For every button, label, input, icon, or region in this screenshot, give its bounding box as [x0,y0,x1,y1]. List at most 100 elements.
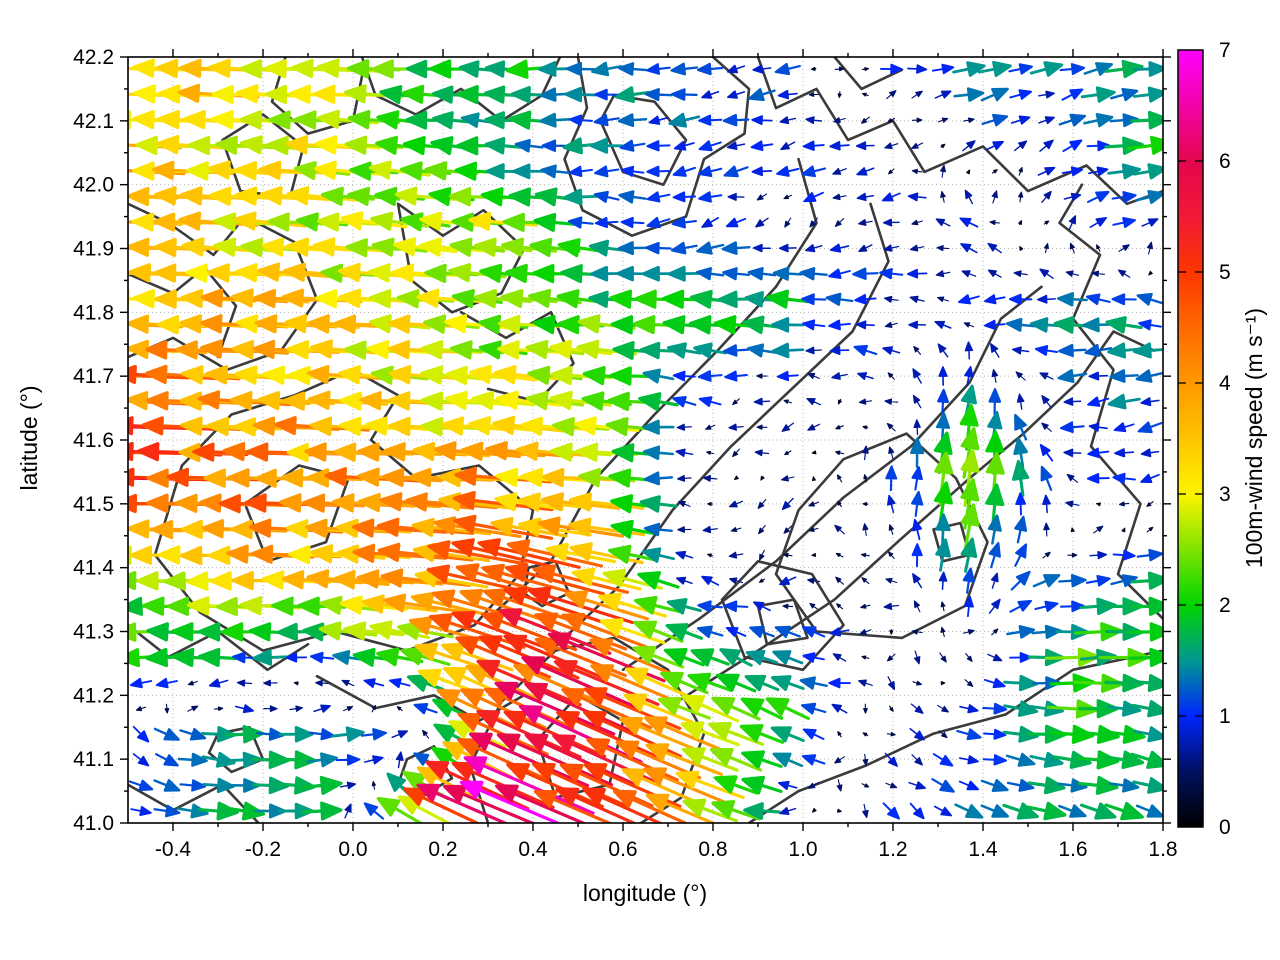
wind-arrow [1027,776,1066,795]
wind-arrow [1005,317,1036,332]
wind-arrow [913,419,921,436]
wind-arrow [784,450,792,456]
wind-arrow [251,776,290,795]
wind-arrow [1109,87,1139,102]
wind-arrow [619,717,698,752]
wind-arrow [569,492,645,512]
wind-arrow [811,552,817,557]
wind-arrow [835,450,845,456]
wind-arrow [862,425,869,430]
wind-arrow [752,64,772,74]
wind-arrow [1104,136,1144,155]
wind-arrow [129,677,153,689]
wind-arrow [940,143,946,149]
wind-arrow [459,588,547,623]
terrain-contour [833,57,904,91]
wind-arrow [698,165,723,178]
wind-arrow [637,571,680,590]
wind-arrow [432,111,471,130]
x-tick-label: 1.8 [1148,838,1177,861]
wind-arrow [883,602,900,610]
wind-arrow [1040,465,1053,492]
wind-arrow [443,784,536,823]
wind-arrow [863,703,868,714]
wind-vector-arrows [128,58,1163,823]
wind-arrow [858,219,873,226]
wind-arrow [214,706,224,711]
wind-arrow [589,638,676,677]
wind-arrow [698,191,723,203]
wind-arrow [759,549,765,561]
colorbar: 0 1 2 3 4 5 6 7 [1177,39,1231,839]
wind-arrow [645,793,717,823]
wind-arrow [1140,473,1160,483]
wind-arrow [747,343,777,358]
wind-arrow [643,767,726,804]
wind-arrow [861,655,870,660]
wind-arrow [1063,192,1082,202]
wind-arrow [252,649,289,666]
wind-arrow [938,730,948,739]
wind-arrow [937,296,949,303]
wind-arrow [807,577,821,584]
wind-arrow [513,664,597,703]
wind-arrow [641,547,675,563]
wind-arrow [886,90,897,100]
wind-arrow [591,61,623,77]
wind-arrow [481,563,577,596]
wind-arrow [770,726,805,743]
wind-arrow [987,653,1003,662]
wind-arrow [1148,270,1153,276]
wind-arrow [831,703,848,714]
wind-arrow [687,672,733,692]
wind-arrow [960,537,978,573]
wind-arrow [518,517,592,537]
wind-arrow [811,450,817,455]
wind-arrow [1083,113,1114,128]
wind-arrow [672,395,697,408]
wind-arrow [155,677,178,689]
wind-arrow [858,679,873,687]
wind-arrow [623,693,694,724]
wind-arrow [1041,190,1052,203]
wind-arrow [1107,393,1141,410]
wind-arrow [957,294,980,305]
wind-arrow [858,398,873,405]
wind-arrow [730,527,742,533]
wind-arrow [739,724,785,744]
wind-arrow [1096,502,1101,507]
wind-arrow [906,268,928,279]
wind-arrow [799,267,828,281]
wind-arrow [643,716,725,753]
wind-arrow [675,770,745,800]
wind-arrow [939,652,947,663]
wind-arrow [696,267,725,281]
wind-arrow [1069,242,1075,254]
wind-arrow [208,678,229,688]
wind-arrow [1096,244,1101,252]
wind-arrow [1044,243,1049,254]
wind-arrow [1112,472,1136,484]
wind-arrow [1010,115,1031,125]
wind-arrow [358,493,442,513]
x-tick-label: 0.8 [698,838,727,861]
wind-arrow [565,62,596,76]
wind-arrow [671,216,697,229]
wind-arrow [727,64,746,74]
wind-arrow [306,752,339,768]
wind-arrow [728,423,744,431]
wind-arrow [1080,802,1117,820]
wind-arrow [758,524,766,535]
wind-arrow [1128,647,1163,667]
colorbar-tick-label: 4 [1219,372,1231,395]
wind-arrow [758,578,765,583]
wind-arrow [887,551,895,559]
wind-arrow [331,726,365,743]
wind-arrow [396,706,403,712]
wind-arrow [1018,191,1024,203]
wind-arrow [729,577,744,584]
wind-arrow [696,62,724,76]
wind-arrow [335,754,361,766]
wind-arrow [765,697,810,720]
wind-arrow [966,169,971,175]
